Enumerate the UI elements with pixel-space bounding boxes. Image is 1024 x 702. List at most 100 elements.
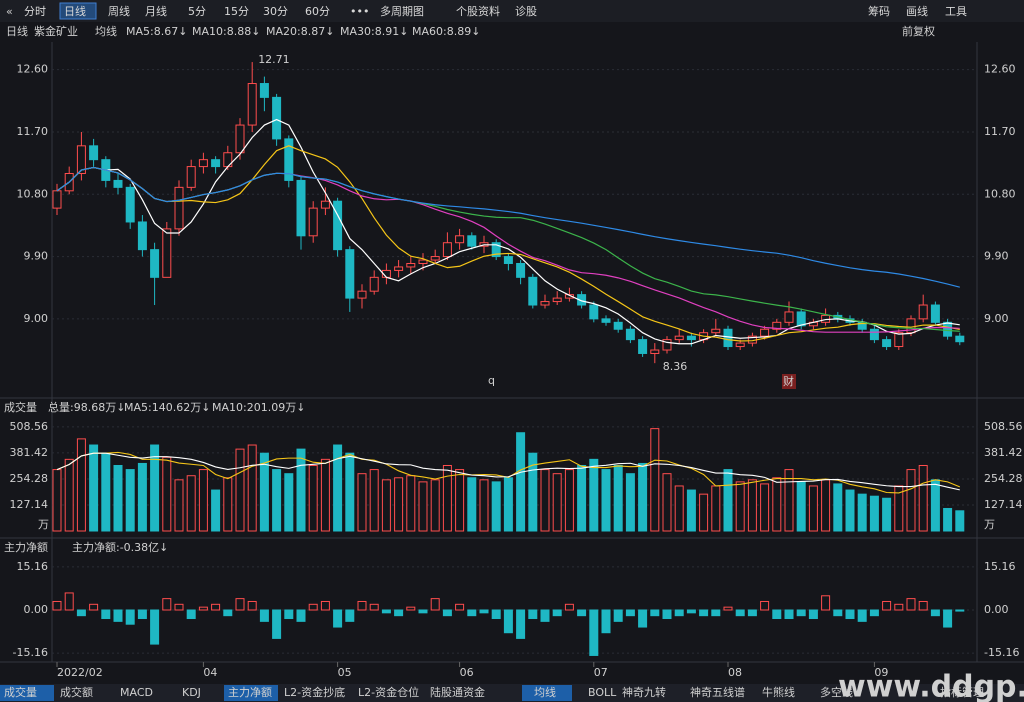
toolbar-button[interactable]: 诊股: [515, 4, 537, 18]
bar: [394, 609, 404, 617]
toolbar-button[interactable]: 多周期图: [380, 4, 424, 18]
bar: [467, 477, 477, 532]
period: 日线: [6, 24, 28, 38]
toolbar-button[interactable]: 60分: [305, 5, 330, 18]
candle-body: [662, 339, 672, 351]
candle-body: [491, 242, 501, 258]
bar: [638, 462, 648, 532]
volume-unit: 万: [38, 518, 49, 531]
tab[interactable]: L2-资金抄底: [284, 685, 345, 699]
bar: [808, 609, 818, 620]
bar: [137, 609, 147, 620]
toolbar-button[interactable]: 日线: [64, 4, 86, 18]
candle-body: [369, 276, 379, 292]
tab[interactable]: 陆股通资金: [430, 685, 485, 699]
event-marker: 财: [783, 374, 794, 388]
tool[interactable]: 筹码: [868, 4, 890, 18]
toolbar-button[interactable]: 个股资料: [456, 4, 500, 18]
adjust[interactable]: 前复权: [902, 24, 935, 38]
y-tick-label: 381.42: [984, 446, 1023, 459]
candle-body: [442, 242, 452, 258]
candle-body: [906, 318, 916, 334]
bar: [223, 477, 233, 532]
y-tick-label: 12.60: [17, 63, 49, 76]
toolbar-button[interactable]: 15分: [224, 5, 249, 18]
bar: [564, 603, 574, 611]
tab[interactable]: 多空线: [820, 685, 853, 699]
bar: [296, 609, 306, 622]
flow-title[interactable]: 主力净额: [4, 540, 48, 554]
toolbar-button[interactable]: 月线: [145, 4, 167, 18]
toolbar-items: 分时 日线 周线 月线 5分 15分 30分 60分 ••• 多周期图 个股资料 诊股: [24, 2, 537, 20]
tab[interactable]: 成交额: [60, 685, 93, 699]
bar: [320, 458, 330, 532]
high-label: 12.71: [258, 53, 290, 66]
y-tick-label: 9.00: [984, 312, 1009, 325]
y-tick-label: -15.16: [13, 646, 48, 659]
y-tick-label: 15.16: [17, 560, 49, 573]
toolbar-button[interactable]: 5分: [188, 5, 206, 18]
bar: [857, 609, 867, 622]
bar: [784, 609, 794, 620]
y-tick-label: 11.70: [984, 125, 1016, 138]
tab[interactable]: MACD: [120, 686, 153, 699]
candle-body: [308, 207, 318, 237]
bar: [235, 448, 245, 532]
x-tick-label: 05: [338, 666, 352, 679]
bar: [845, 609, 855, 620]
bar: [125, 609, 135, 625]
watermark: www.ddgp.net: [838, 670, 1024, 702]
toolbar-button[interactable]: 30分: [263, 5, 288, 18]
tab[interactable]: 牛熊线: [762, 685, 795, 699]
tab[interactable]: 成交量: [4, 685, 37, 699]
tab[interactable]: KDJ: [182, 686, 201, 699]
bar: [406, 606, 416, 611]
bar: [699, 493, 709, 532]
y-tick-label: 508.56: [984, 420, 1023, 433]
candle-body: [613, 321, 623, 330]
tab[interactable]: 主力净额: [228, 685, 272, 699]
tab[interactable]: BOLL: [588, 686, 617, 699]
ma-line: [56, 145, 960, 342]
ma-label: 均线: [95, 24, 117, 38]
bar: [845, 489, 855, 532]
x-tick-label: 06: [460, 666, 474, 679]
indicator-manage[interactable]: 指标管理: [940, 685, 984, 699]
tab[interactable]: 神奇九转: [622, 685, 666, 699]
y-tick-label: 127.14: [984, 498, 1023, 511]
bar: [638, 609, 648, 628]
candle-body: [418, 259, 428, 264]
bar: [491, 609, 501, 620]
candle-body: [467, 235, 477, 247]
bar: [52, 469, 62, 532]
candle-body: [394, 266, 404, 271]
bar: [625, 609, 635, 617]
bar: [796, 609, 806, 617]
tab[interactable]: 神奇五线谱: [690, 685, 745, 699]
bar: [821, 479, 831, 532]
tab[interactable]: 均线: [534, 685, 556, 699]
bar: [259, 609, 269, 622]
bar: [308, 603, 318, 611]
bar: [735, 609, 745, 617]
bar: [943, 609, 953, 628]
bar: [64, 592, 74, 611]
candle-body: [503, 256, 513, 264]
bar: [272, 609, 282, 639]
bar: [150, 609, 160, 645]
candle-body: [174, 186, 184, 230]
candle-body: [650, 349, 660, 354]
nav-icon[interactable]: «: [6, 5, 13, 18]
bar: [369, 469, 379, 532]
bar: [760, 600, 770, 611]
x-tick-label: 07: [594, 666, 608, 679]
bar: [882, 600, 892, 611]
tool[interactable]: 工具: [945, 5, 967, 18]
toolbar-button[interactable]: •••: [350, 5, 369, 18]
toolbar-button[interactable]: 分时: [24, 5, 46, 18]
tool[interactable]: 画线: [906, 4, 928, 18]
toolbar-button[interactable]: 周线: [108, 4, 130, 18]
candle-body: [869, 328, 879, 341]
tab[interactable]: L2-资金仓位: [358, 685, 419, 699]
